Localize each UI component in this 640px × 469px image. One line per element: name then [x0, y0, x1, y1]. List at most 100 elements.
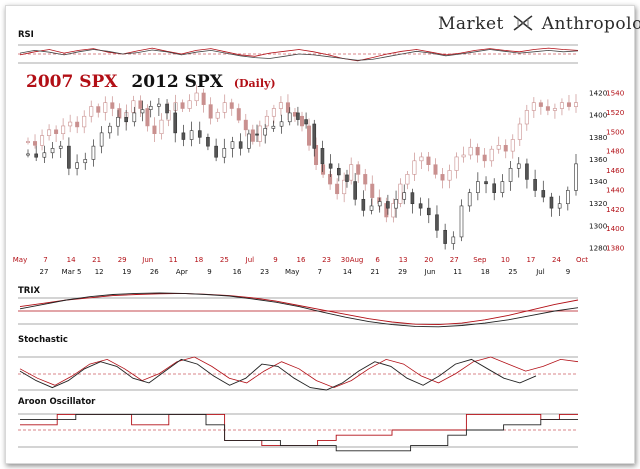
candle-2012 — [271, 125, 276, 129]
candle-2007 — [229, 102, 234, 109]
x-tick-2007: 25 — [220, 256, 229, 264]
candle-2012 — [50, 148, 55, 154]
candle-2012 — [426, 207, 431, 216]
candle-2012 — [418, 203, 423, 209]
candle-2012 — [508, 167, 513, 182]
candle-2007 — [552, 108, 557, 111]
candle-2007 — [517, 123, 522, 140]
x-tick-2012: 14 — [343, 268, 352, 276]
candle-2012 — [214, 145, 218, 158]
x-tick-2012: 16 — [233, 268, 242, 276]
x-tick-2012: 29 — [398, 268, 407, 276]
candle-2012 — [99, 132, 104, 147]
x-tick-2007: 21 — [92, 256, 101, 264]
x-tick-2007: 17 — [526, 256, 535, 264]
candle-2012 — [525, 163, 529, 180]
candle-2007 — [187, 100, 192, 109]
candle-2012 — [116, 117, 120, 127]
candle-2012 — [500, 181, 505, 193]
candle-2007 — [68, 121, 73, 127]
candle-2007 — [299, 115, 304, 127]
candle-2012 — [328, 163, 333, 169]
candle-2012 — [181, 132, 186, 140]
candle-2012 — [492, 183, 497, 193]
candle-2007 — [47, 129, 52, 136]
dna-icon — [513, 15, 533, 31]
candle-2012 — [345, 174, 349, 182]
chart-canvas: 1280130013201340136013801400142013801400… — [13, 44, 625, 452]
candle-2007 — [25, 141, 30, 143]
y-tick-2007: 1540 — [606, 89, 625, 98]
x-tick-2007: 11 — [169, 256, 178, 264]
stoch-line-2012 — [19, 358, 537, 391]
x-tick-2007: 10 — [501, 256, 510, 264]
candle-2007 — [278, 102, 283, 109]
x-tick-2012: 26 — [150, 268, 159, 276]
candle-2012 — [394, 198, 398, 209]
candle-2007 — [54, 129, 59, 134]
candle-2012 — [230, 141, 235, 149]
x-tick-2007: 29 — [118, 256, 127, 264]
candle-2007 — [510, 139, 515, 152]
rsi-line-2012 — [19, 49, 579, 61]
candle-2012 — [34, 153, 38, 158]
x-tick-2012: 18 — [481, 268, 490, 276]
candle-2012 — [533, 179, 537, 191]
candle-2012 — [157, 103, 161, 107]
candle-2012 — [304, 119, 308, 125]
candle-2012 — [42, 152, 47, 158]
candle-2012 — [255, 133, 259, 136]
candle-2007 — [110, 102, 115, 109]
candle-2012 — [566, 190, 570, 205]
x-tick-2012: 12 — [95, 268, 104, 276]
candle-2007 — [222, 102, 227, 113]
candle-2012 — [337, 167, 341, 176]
x-tick-2012: Jul — [535, 268, 545, 276]
candle-2007 — [145, 108, 150, 127]
candle-2012 — [410, 192, 415, 205]
x-tick-2012: 9 — [207, 268, 211, 276]
candle-2007 — [461, 154, 466, 158]
candle-2012 — [476, 181, 480, 193]
brand-word-1: Market — [438, 14, 504, 34]
y-tick-2007: 1500 — [606, 127, 625, 136]
y-tick-2012: 1360 — [589, 155, 608, 164]
candle-2007 — [328, 174, 333, 185]
x-tick-2007: 30Aug — [341, 256, 364, 264]
trix-label: TRIX — [18, 286, 41, 296]
candle-2012 — [451, 236, 456, 244]
title-2012: 2012 SPX — [131, 72, 223, 92]
candle-2012 — [459, 205, 464, 238]
candle-2012 — [263, 128, 267, 136]
candle-2007 — [250, 129, 255, 142]
candle-2007 — [370, 183, 375, 198]
candle-2007 — [454, 156, 459, 171]
candle-2007 — [405, 174, 410, 185]
candle-2012 — [549, 196, 554, 209]
rsi-label: RSI — [18, 30, 34, 40]
aroon-line-2012 — [20, 413, 578, 452]
x-tick-2007: 23 — [322, 256, 331, 264]
chart-frame: 1280 1300 1320 1340 1360 1380 1400 1420 1380 1400… — [5, 5, 640, 464]
y-tick-2012: 1380 — [589, 133, 608, 142]
y-tick-2012: 1280 — [589, 244, 608, 253]
candle-2007 — [103, 102, 108, 113]
candle-2007 — [482, 154, 487, 162]
candle-2007 — [215, 112, 220, 119]
candle-2012 — [287, 112, 292, 123]
brand-logo: Market Anthropology — [438, 14, 640, 34]
candle-2012 — [279, 121, 284, 127]
candle-2012 — [435, 214, 439, 231]
candle-2007 — [391, 203, 396, 218]
x-tick-2007: May — [13, 256, 27, 264]
candle-2007 — [271, 108, 276, 117]
x-tick-2012: 11 — [453, 268, 462, 276]
candle-2007 — [433, 164, 438, 175]
candle-2012 — [173, 112, 178, 134]
candle-2007 — [307, 125, 312, 146]
x-tick-2007: 18 — [194, 256, 203, 264]
y-tick-2012: 1300 — [589, 221, 608, 230]
candle-2007 — [475, 146, 480, 156]
candle-2007 — [159, 119, 164, 134]
candle-2007 — [356, 164, 361, 175]
